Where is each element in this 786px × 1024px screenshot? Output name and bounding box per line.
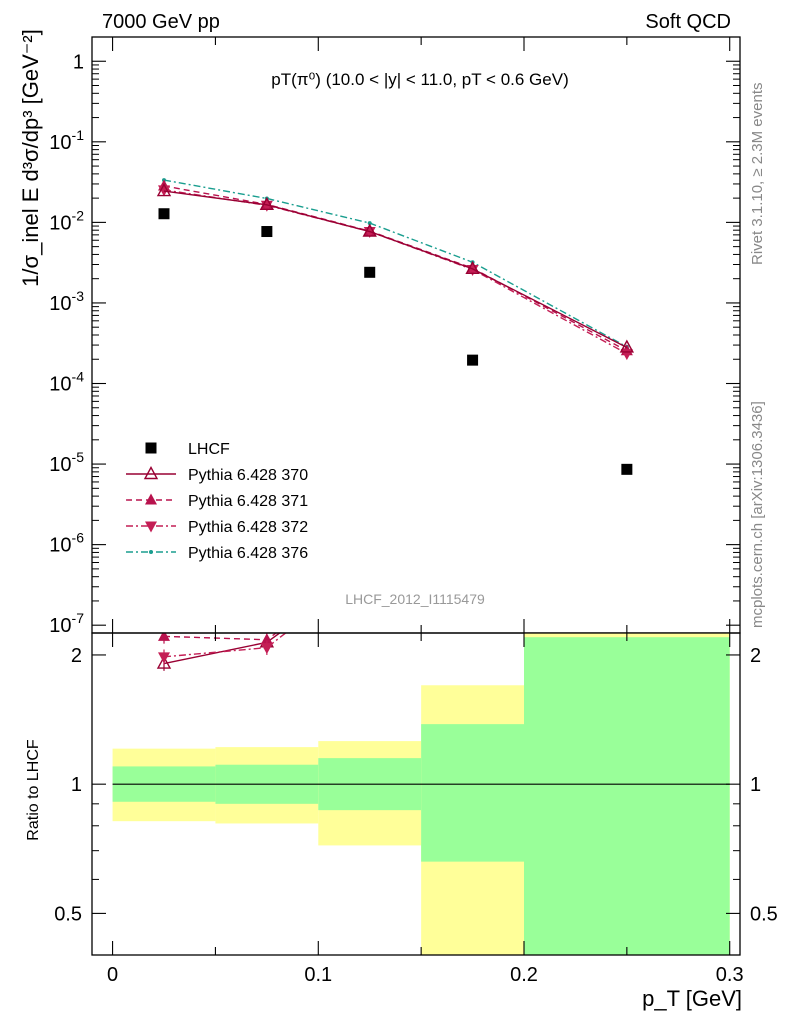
legend-marker xyxy=(149,550,153,554)
legend-marker xyxy=(145,521,157,533)
legend: LHCF Pythia 6.428 370 Pythia 6.428 371 Pyth… xyxy=(126,441,308,562)
x-axis-title: p_T [GeV] xyxy=(642,986,742,1011)
series-line xyxy=(163,179,628,348)
data-point xyxy=(156,183,172,197)
legend-marker xyxy=(145,493,157,505)
main-frame xyxy=(91,36,741,634)
series-line xyxy=(163,190,628,349)
legend-label: Pythia 6.428 371 xyxy=(188,493,308,510)
y-tick-label: 10-6 xyxy=(49,530,84,557)
mcplots-source-text: mcplots.cern.ch [arXiv:1306.3436] xyxy=(749,401,766,628)
legend-entry: Pythia 6.428 370 xyxy=(126,466,308,484)
legend-label: Pythia 6.428 376 xyxy=(188,545,308,562)
ratio-y-tick-label-right: 2 xyxy=(750,645,761,667)
data-point xyxy=(158,208,170,220)
y-tick-label: 10-1 xyxy=(49,127,84,154)
analysis-watermark: LHCF_2012_I1115479 xyxy=(345,591,485,607)
main-panel: 1 10-1 10-2 10-3 10-4 10-5 10-6 10-7 pT(π⁰) (10… xyxy=(49,36,741,637)
ratio-frame xyxy=(91,632,741,956)
data-point xyxy=(465,260,480,275)
energy-label: 7000 GeV pp xyxy=(102,11,220,33)
x-tick-label: 0.2 xyxy=(510,964,538,986)
ratio-y-tick-label: 2 xyxy=(71,645,82,667)
series-pythia-6-428-370 xyxy=(156,183,635,353)
ratio-series xyxy=(158,633,287,665)
y-tick-label: 10-3 xyxy=(49,288,84,315)
x-tick-label: 0.1 xyxy=(304,964,332,986)
ratio-series xyxy=(158,633,278,648)
ratio-point xyxy=(260,643,273,655)
data-point xyxy=(467,354,479,366)
series-lhcf xyxy=(158,208,633,475)
main-y-axis-title: 1/σ_inel E d³σ/dp³ [GeV⁻²] xyxy=(18,29,43,287)
legend-entry: Pythia 6.428 376 xyxy=(126,545,308,562)
data-point xyxy=(259,196,275,211)
ratio-point xyxy=(158,633,170,641)
ratio-y-axis-title: Ratio to LHCF xyxy=(25,739,42,841)
legend-marker xyxy=(145,442,157,454)
legend-label: LHCF xyxy=(188,441,230,458)
ratio-y-tick-label-right: 0.5 xyxy=(750,903,778,925)
series-pythia-6-428-376 xyxy=(162,178,629,349)
y-tick-label: 10-4 xyxy=(49,369,84,396)
data-point xyxy=(621,463,633,475)
data-point xyxy=(364,266,376,278)
legend-marker xyxy=(143,466,159,480)
data-point xyxy=(619,339,635,353)
y-tick-label: 1 xyxy=(73,51,84,73)
x-tick-label: 0.3 xyxy=(716,964,744,986)
series-line xyxy=(163,185,628,352)
process-label: Soft QCD xyxy=(645,11,731,33)
legend-label: Pythia 6.428 372 xyxy=(188,519,308,536)
ratio-line xyxy=(163,633,287,658)
x-tick-label: 0 xyxy=(107,964,118,986)
ratio-panel: 0.5 0.5 1 1 2 2 0 0.1 0.2 0.3 xyxy=(54,632,778,986)
legend-label: Pythia 6.428 370 xyxy=(188,467,308,484)
series-pythia-6-428-371 xyxy=(158,179,633,356)
ratio-point xyxy=(158,652,170,664)
ratio-y-tick-label: 1 xyxy=(71,774,82,796)
ratio-line xyxy=(163,633,278,641)
ratio-series xyxy=(156,633,281,671)
data-point xyxy=(261,226,273,238)
rivet-version-text: Rivet 3.1.10, ≥ 2.3M events xyxy=(749,83,766,266)
plot-title: pT(π⁰) (10.0 < |y| < 11.0, pT < 0.6 GeV) xyxy=(271,70,568,89)
y-tick-label: 10-2 xyxy=(49,207,84,234)
uncertainty-band-inner xyxy=(421,724,524,862)
uncertainty-band-inner xyxy=(524,637,730,955)
series-line xyxy=(163,189,628,355)
data-point xyxy=(362,223,377,237)
ratio-y-tick-label-right: 1 xyxy=(750,774,761,796)
legend-entry: Pythia 6.428 372 xyxy=(126,519,308,536)
y-tick-label: 10-7 xyxy=(49,610,84,637)
series-pythia-6-428-372 xyxy=(158,185,633,361)
data-point xyxy=(158,185,170,197)
y-tick-label: 10-5 xyxy=(49,449,84,476)
legend-entry: LHCF xyxy=(145,441,230,458)
ratio-y-tick-label: 0.5 xyxy=(54,903,82,925)
legend-entry: Pythia 6.428 371 xyxy=(126,493,308,510)
ratio-point xyxy=(260,633,273,645)
data-point xyxy=(367,221,372,226)
ratio-point xyxy=(156,655,172,669)
